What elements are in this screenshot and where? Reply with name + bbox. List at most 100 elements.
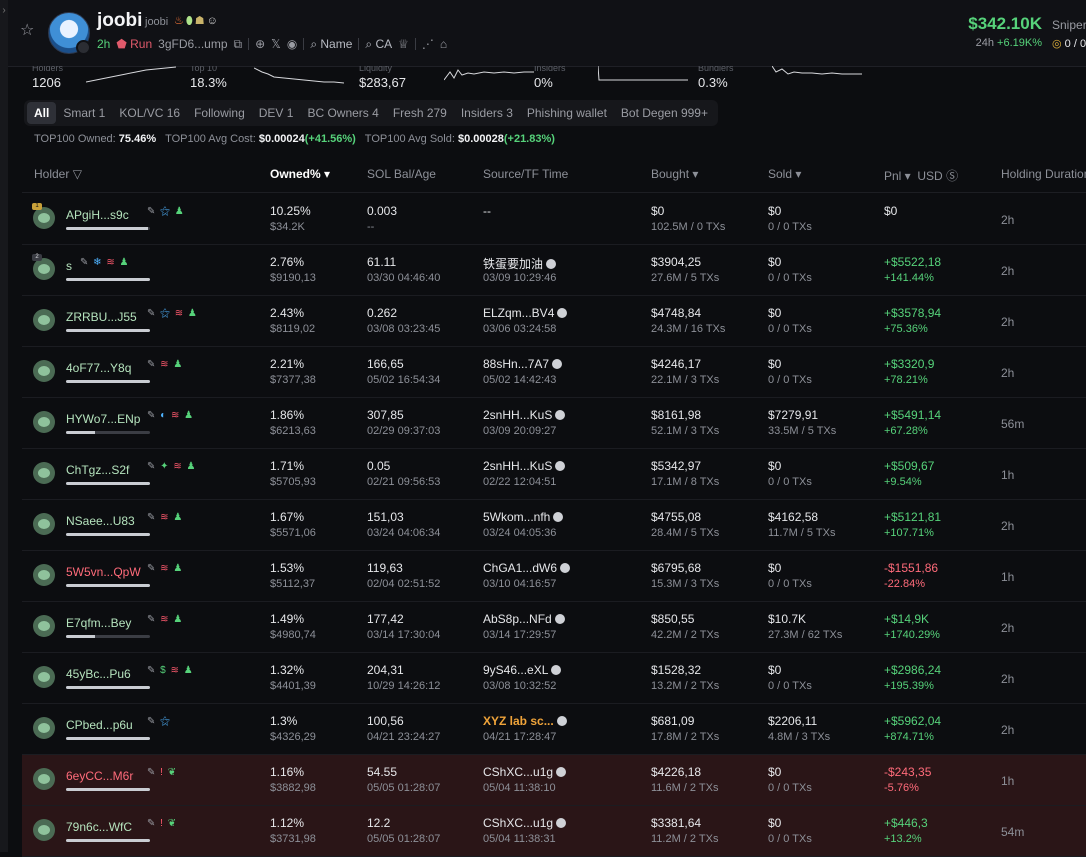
usd-toggle[interactable]: USD xyxy=(917,169,943,183)
table-row[interactable]: ZRRBU...J55 ✎ ⚝ ≋ ♟ 2.43% $8119,02 0.262… xyxy=(22,296,1086,347)
expand-icon[interactable]: › xyxy=(2,5,6,16)
website-icon[interactable]: ⊕ xyxy=(255,37,266,51)
funding-source[interactable]: 9yS46...eXL xyxy=(483,663,562,677)
filter-tab[interactable]: Phishing wallet xyxy=(526,106,607,120)
search-name-button[interactable]: ⌕ Name xyxy=(310,37,352,52)
edit-icon[interactable]: ✎ xyxy=(147,716,157,727)
funding-source[interactable]: CShXC...u1g xyxy=(483,816,567,830)
filter-tab[interactable]: BC Owners 4 xyxy=(307,106,379,120)
col-duration[interactable]: Holding Duration xyxy=(1001,167,1086,181)
table-row[interactable]: HYWo7...ENp ✎ ◐ ≋ ♟ 1.86% $6213,63 307,8… xyxy=(22,398,1086,449)
holder-address[interactable]: s xyxy=(66,259,72,273)
table-row[interactable]: 1 APgiH...s9c ✎ ⚝ ♟ 10.25% $34.2K 0.003 … xyxy=(22,194,1086,245)
edit-icon[interactable]: ✎ xyxy=(147,614,157,625)
edit-icon[interactable]: ✎ xyxy=(147,767,157,778)
table-row[interactable]: 4oF77...Y8q ✎ ≋ ♟ 2.21% $7377,38 166,65 … xyxy=(22,347,1086,398)
holder-address[interactable]: ZRRBU...J55 xyxy=(66,310,137,324)
filter-tab[interactable]: Following xyxy=(194,106,245,120)
run-badge[interactable]: ⬟ Run xyxy=(116,37,153,51)
share-icon[interactable]: ⋰ xyxy=(421,37,434,51)
edit-icon[interactable]: ✎ xyxy=(147,563,157,574)
holder-avatar[interactable] xyxy=(33,258,55,280)
holder-avatar[interactable] xyxy=(33,615,55,637)
table-row[interactable]: 6eyCC...M6r ✎ ! ❦ 1.16% $3882,98 54.55 0… xyxy=(22,755,1086,806)
table-row[interactable]: E7qfm...Bey ✎ ≋ ♟ 1.49% $4980,74 177,42 … xyxy=(22,602,1086,653)
holder-address[interactable]: 6eyCC...M6r xyxy=(66,769,134,783)
edit-icon[interactable]: ✎ xyxy=(147,818,157,829)
filter-tab[interactable]: Smart 1 xyxy=(63,106,106,120)
filter-icon[interactable]: ▽ xyxy=(69,167,82,181)
edit-icon[interactable]: ✎ xyxy=(147,665,157,676)
edit-icon[interactable]: ✎ xyxy=(147,359,157,370)
funding-source[interactable]: XYZ lab sc... xyxy=(483,714,567,728)
col-sold[interactable]: Sold ▾ xyxy=(768,167,802,181)
filter-tab[interactable]: KOL/VC 16 xyxy=(119,106,181,120)
filter-tab[interactable]: DEV 1 xyxy=(258,106,294,120)
holder-avatar[interactable] xyxy=(33,564,55,586)
funding-source[interactable]: -- xyxy=(483,204,491,218)
holder-avatar[interactable] xyxy=(33,513,55,535)
holder-avatar[interactable] xyxy=(33,819,55,841)
copy-icon[interactable]: ⧉ xyxy=(233,36,243,51)
funding-source[interactable]: ELZqm...BV4 xyxy=(483,306,568,320)
holder-address[interactable]: ChTgz...S2f xyxy=(66,463,130,477)
holder-address[interactable]: HYWo7...ENp xyxy=(66,412,141,426)
col-holder[interactable]: Holder ▽ xyxy=(34,167,82,181)
holder-avatar[interactable] xyxy=(33,717,55,739)
holder-address[interactable]: 79n6c...WfC xyxy=(66,820,133,834)
edit-icon[interactable]: ✎ xyxy=(147,512,157,523)
funding-source[interactable]: 88sHn...7A7 xyxy=(483,357,563,371)
funding-source[interactable]: 5Wkom...nfh xyxy=(483,510,564,524)
edit-icon[interactable]: ✎ xyxy=(147,410,157,421)
filter-tab[interactable]: Fresh 279 xyxy=(392,106,447,120)
table-row[interactable]: 2 s ✎ ❄ ≋ ♟ 2.76% $9190,13 61.11 03/30 0… xyxy=(22,245,1086,296)
table-row[interactable]: 79n6c...WfC ✎ ! ❦ 1.12% $3731,98 12.2 05… xyxy=(22,806,1086,857)
filter-tab[interactable]: Insiders 3 xyxy=(460,106,513,120)
currency-icon[interactable]: Ⓢ xyxy=(946,169,959,183)
table-row[interactable]: ChTgz...S2f ✎ ✦ ≋ ♟ 1.71% $5705,93 0.05 … xyxy=(22,449,1086,500)
x-twitter-icon[interactable]: 𝕏 xyxy=(271,37,281,51)
funding-source[interactable]: 铁蛋要加油 xyxy=(483,255,557,272)
edit-icon[interactable]: ✎ xyxy=(80,257,90,268)
left-collapsed-panel[interactable]: › xyxy=(0,0,8,852)
table-row[interactable]: 45yBc...Pu6 ✎ $ ≋ ♟ 1.32% $4401,39 204,3… xyxy=(22,653,1086,704)
funding-source[interactable]: ChGA1...dW6 xyxy=(483,561,571,575)
holder-avatar[interactable] xyxy=(33,207,55,229)
funding-source[interactable]: 2snHH...KuS xyxy=(483,408,566,422)
filter-tab[interactable]: All xyxy=(27,102,57,124)
search-ca-button[interactable]: ⌕ CA xyxy=(365,37,392,52)
holder-address[interactable]: 4oF77...Y8q xyxy=(66,361,132,375)
holder-address[interactable]: E7qfm...Bey xyxy=(66,616,132,630)
filter-tab[interactable]: Bot Degen 999+ xyxy=(620,106,708,120)
edit-icon[interactable]: ✎ xyxy=(147,461,157,472)
edit-icon[interactable]: ✎ xyxy=(147,206,157,217)
col-sol-bal[interactable]: SOL Bal/Age xyxy=(367,167,436,181)
holder-address[interactable]: 45yBc...Pu6 xyxy=(66,667,131,681)
table-row[interactable]: CPbed...p6u ✎ ⚝ 1.3% $4326,29 100,56 04/… xyxy=(22,704,1086,755)
holder-avatar[interactable] xyxy=(33,768,55,790)
holder-address[interactable]: NSaee...U83 xyxy=(66,514,135,528)
contract-address[interactable]: 3gFD6...ump xyxy=(158,37,228,51)
funding-source[interactable]: AbS8p...NFd xyxy=(483,612,565,626)
holder-avatar[interactable] xyxy=(33,309,55,331)
edit-icon[interactable]: ✎ xyxy=(147,308,157,319)
funding-source[interactable]: CShXC...u1g xyxy=(483,765,567,779)
telegram-icon[interactable]: ◉ xyxy=(286,37,298,51)
holder-address[interactable]: APgiH...s9c xyxy=(66,208,129,222)
table-row[interactable]: 5W5vn...QpW ✎ ≋ ♟ 1.53% $5112,37 119,63 … xyxy=(22,551,1086,602)
token-avatar[interactable] xyxy=(48,12,91,55)
holder-avatar[interactable] xyxy=(33,462,55,484)
pump-icon[interactable]: ⌂ xyxy=(439,37,448,51)
col-source[interactable]: Source/TF Time xyxy=(483,167,569,181)
col-bought[interactable]: Bought ▾ xyxy=(651,167,699,181)
table-row[interactable]: NSaee...U83 ✎ ≋ ♟ 1.67% $5571,06 151,03 … xyxy=(22,500,1086,551)
col-pnl[interactable]: Pnl ▾ USD Ⓢ xyxy=(884,167,958,184)
col-owned[interactable]: Owned% ▾ xyxy=(270,167,331,181)
favorite-star-icon[interactable]: ☆ xyxy=(20,22,35,39)
holder-address[interactable]: 5W5vn...QpW xyxy=(66,565,141,579)
holder-avatar[interactable] xyxy=(33,666,55,688)
funding-source[interactable]: 2snHH...KuS xyxy=(483,459,566,473)
crown-icon[interactable]: ♕ xyxy=(398,37,409,51)
holder-avatar[interactable] xyxy=(33,360,55,382)
holder-address[interactable]: CPbed...p6u xyxy=(66,718,133,732)
